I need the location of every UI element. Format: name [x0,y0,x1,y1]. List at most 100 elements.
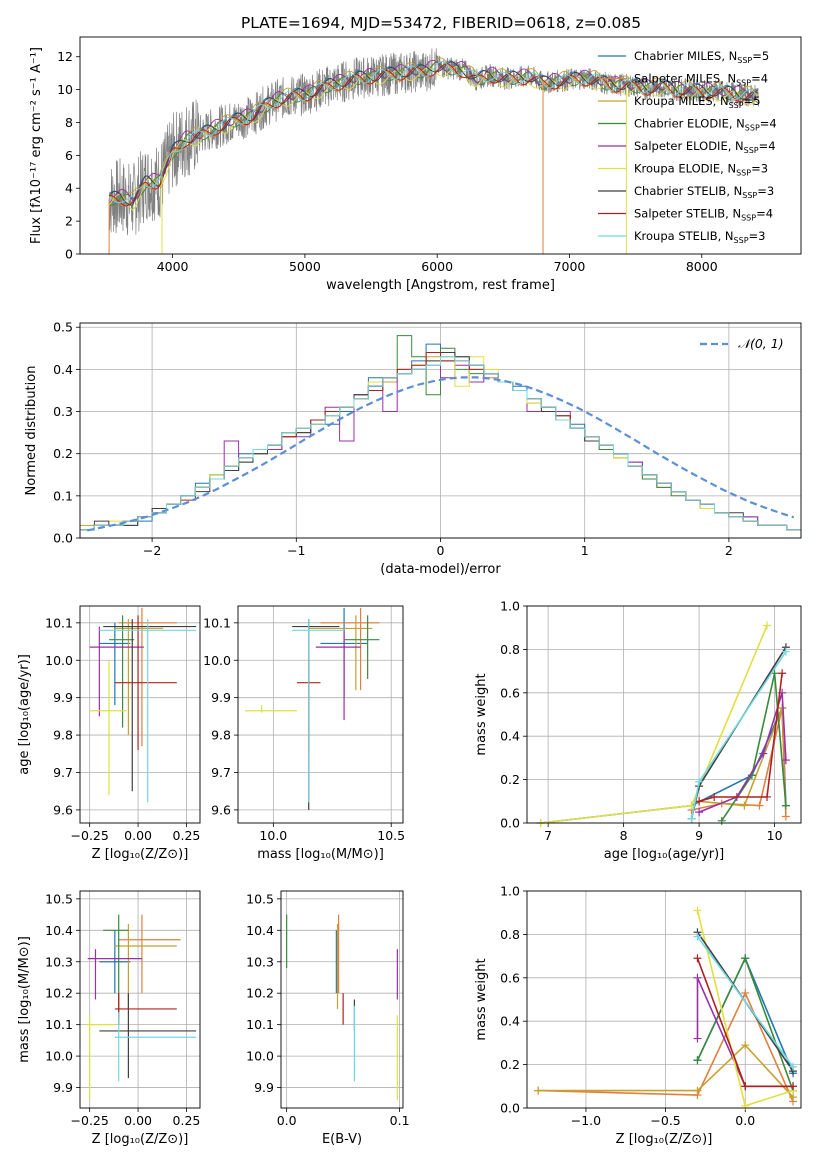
y-tick-label: 10.2 [246,986,274,1001]
point-kroupa-miles [693,1086,702,1095]
x-tick-label: 10.5 [377,828,405,843]
x-tick-label: −1 [287,543,305,558]
x-tick-label: −0.25 [71,828,109,843]
legend-label-kroupa-miles: Kroupa MILES, NSSP=5 [634,94,761,110]
legend-name: Kroupa MILES [634,94,713,108]
point-salpeter-stelib [763,792,772,801]
legend-label-chabrier-elodie: Chabrier ELODIE, NSSP=4 [634,117,777,133]
legend-eq: = [749,229,759,243]
x-tick-label: 7000 [554,259,586,274]
x-tick-label: 0.00 [124,828,152,843]
legend-nssp-sub: SSP [741,214,756,223]
point-salpeter-miles [781,812,790,821]
legend-nssp-prefix: , N [721,49,737,63]
legend-name: Salpeter ELODIE [634,139,728,153]
y-tick-label: 0.2 [500,772,520,787]
legend-name: Kroupa STELIB [634,229,718,243]
y-tick-label: 10.3 [45,954,73,969]
y-tick-label: 0.0 [53,531,73,546]
legend-eq: = [756,207,766,221]
legend-label-salpeter-stelib: Salpeter STELIB, NSSP=4 [634,207,773,223]
age-vs-metallicity-panel: −0.25 0.00 0.25 9.6 9.7 9.8 9.9 10.0 10.1 Z [log₁… [17,605,201,862]
legend-nssp-sub: SSP [736,169,751,178]
y-axis-label: age [log₁₀(age/yr)] [17,654,32,775]
axes-frame [79,605,201,824]
point-salpeter-miles [755,801,764,810]
x-tick-label: 8000 [686,259,718,274]
y-tick-label: 9.6 [53,802,73,817]
age-vs-mass-panel: 10.0 10.5 9.6 9.7 9.8 9.9 10.0 10.1 mass [log₁₀(… [203,605,405,862]
series-line-kroupa-miles [538,1043,794,1098]
x-tick-label: 2 [725,543,733,558]
x-axis-label: wavelength [Angstrom, rest frame] [326,278,555,293]
point-salpeter-elodie [695,808,704,817]
axes-frame [79,890,201,1109]
y-axis-label: mass weight [474,958,489,1040]
model-spectrum-salpeter-elodie [108,59,759,204]
x-tick-label: −2 [143,543,161,558]
x-axis-label: age [log₁₀(age/yr)] [604,847,725,862]
y-tick-label: 0.0 [500,1101,520,1116]
y-tick-label: 10.5 [246,891,274,906]
x-tick-label: 0.25 [173,828,201,843]
y-tick-label: 6 [65,148,73,163]
y-tick-label: 10.1 [45,615,73,630]
x-tick-label: 5000 [289,259,321,274]
y-tick-label: 9.7 [53,765,73,780]
y-tick-label: 10.0 [45,653,73,668]
x-tick-label: 10.0 [259,828,287,843]
y-tick-label: 10.0 [45,1049,73,1064]
model-spectrum-chabrier-elodie [108,61,759,206]
axes-frame [79,322,802,539]
x-tick-label: −0.25 [71,1113,109,1128]
point-kroupa-stelib [781,647,790,656]
legend-name: Chabrier ELODIE [634,117,729,131]
legend-eq: = [759,139,769,153]
y-tick-label: 10.5 [45,891,73,906]
y-tick-label: 10.1 [45,1017,73,1032]
point-kroupa-elodie [741,1101,750,1110]
legend-nssp: 4 [769,117,776,131]
x-tick-label: 0.0 [277,1113,297,1128]
legend-nssp-prefix: , N [728,139,744,153]
legend-nssp: 5 [762,49,769,63]
y-tick-label: 0.6 [500,970,520,985]
residual-histogram-panel: −2 −1 0 1 2 0.0 0.1 0.2 0.3 0.4 0.5 𝒩(0, 1) (data-mo… [24,320,802,577]
legend-nssp-prefix: , N [725,207,741,221]
x-axis-label: Z [log₁₀(Z/Z⊙)] [616,1132,713,1147]
point-kroupa-stelib [687,814,696,823]
legend-nssp-prefix: , N [729,117,745,131]
y-tick-label: 0.8 [500,927,520,942]
x-axis-label: mass [log₁₀(M/M⊙)] [257,847,384,862]
point-salpeter-stelib [789,1082,798,1091]
series-line-salpeter-stelib [698,673,783,803]
point-kroupa-stelib [695,777,704,786]
point-salpeter-miles [741,988,750,997]
legend-eq: = [744,94,754,108]
point-salpeter-stelib [741,1082,750,1091]
point-salpeter-stelib [695,797,704,806]
legend-nssp-prefix: , N [720,162,736,176]
y-tick-label: 9.9 [211,690,231,705]
y-tick-label: 2 [65,214,73,229]
point-chabrier-elodie [693,1056,702,1065]
point-salpeter-elodie [759,749,768,758]
point-chabrier-elodie [717,816,726,825]
legend-name: Salpeter MILES [634,72,720,86]
y-tick-label: 10 [57,82,73,97]
legend-nssp-sub: SSP [742,191,757,200]
legend-label-kroupa-elodie: Kroupa ELODIE, NSSP=3 [634,162,768,178]
model-spectrum-kroupa-stelib [108,61,759,203]
y-axis-label: Flux [fλ10⁻¹⁷ erg cm⁻² s⁻¹ A⁻¹] [29,47,44,244]
y-tick-label: 0.8 [500,642,520,657]
point-kroupa-stelib [693,932,702,941]
legend-name: Kroupa ELODIE [634,162,720,176]
y-tick-label: 0.2 [500,1057,520,1072]
point-salpeter-elodie [781,756,790,765]
point-kroupa-stelib [789,1062,798,1071]
legend-eq: = [752,49,762,63]
x-axis-label: (data-model)/error [380,562,501,577]
y-tick-label: 0.4 [53,362,73,377]
x-tick-label: 4000 [157,259,189,274]
model-spectrum-salpeter-stelib [109,63,759,207]
